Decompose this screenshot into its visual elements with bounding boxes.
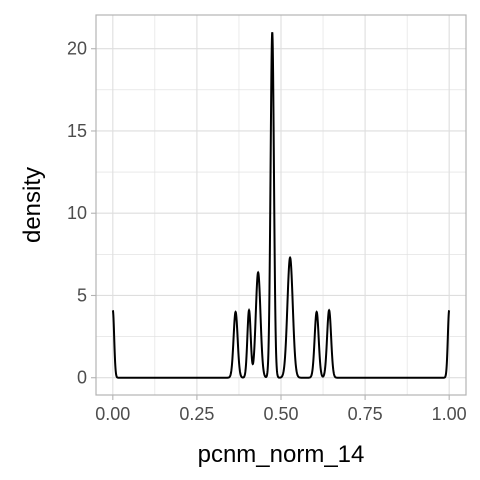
x-tick-label: 0.75 bbox=[348, 404, 383, 424]
y-axis-ticks: 0 5 10 15 20 bbox=[67, 39, 96, 388]
y-tick-label: 0 bbox=[77, 368, 87, 388]
x-axis-title: pcnm_norm_14 bbox=[198, 441, 365, 468]
x-tick-label: 0.25 bbox=[179, 404, 214, 424]
y-tick-label: 20 bbox=[67, 39, 87, 59]
x-tick-label: 0.00 bbox=[95, 404, 130, 424]
x-tick-label: 1.00 bbox=[432, 404, 467, 424]
density-curve bbox=[111, 32, 451, 379]
x-tick-label: 0.50 bbox=[263, 404, 298, 424]
y-tick-label: 5 bbox=[77, 285, 87, 305]
y-tick-label: 15 bbox=[67, 121, 87, 141]
y-tick-label: 10 bbox=[67, 203, 87, 223]
y-axis-title: density bbox=[19, 167, 46, 243]
x-axis-ticks: 0.00 0.25 0.50 0.75 1.00 bbox=[95, 395, 467, 424]
